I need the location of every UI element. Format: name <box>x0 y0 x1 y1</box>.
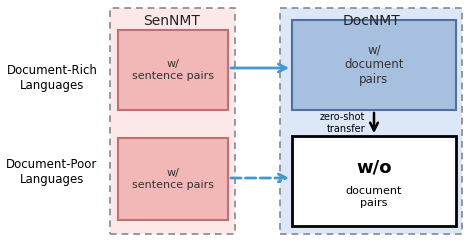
Bar <box>292 20 456 110</box>
Text: w/
sentence pairs: w/ sentence pairs <box>132 168 214 190</box>
Bar <box>280 8 462 234</box>
Bar <box>118 138 228 220</box>
Text: Document-Rich
Languages: Document-Rich Languages <box>7 64 97 92</box>
Text: w/
sentence pairs: w/ sentence pairs <box>132 59 214 81</box>
Text: w/o: w/o <box>356 159 392 176</box>
Bar <box>292 136 456 226</box>
Text: w/
document
pairs: w/ document pairs <box>344 44 404 86</box>
Text: DocNMT: DocNMT <box>342 14 400 28</box>
Text: document
pairs: document pairs <box>346 186 402 208</box>
Text: zero-shot
transfer: zero-shot transfer <box>320 112 365 134</box>
Text: SenNMT: SenNMT <box>143 14 200 28</box>
Bar <box>118 30 228 110</box>
Bar <box>110 8 235 234</box>
Text: Document-Poor
Languages: Document-Poor Languages <box>6 158 98 186</box>
